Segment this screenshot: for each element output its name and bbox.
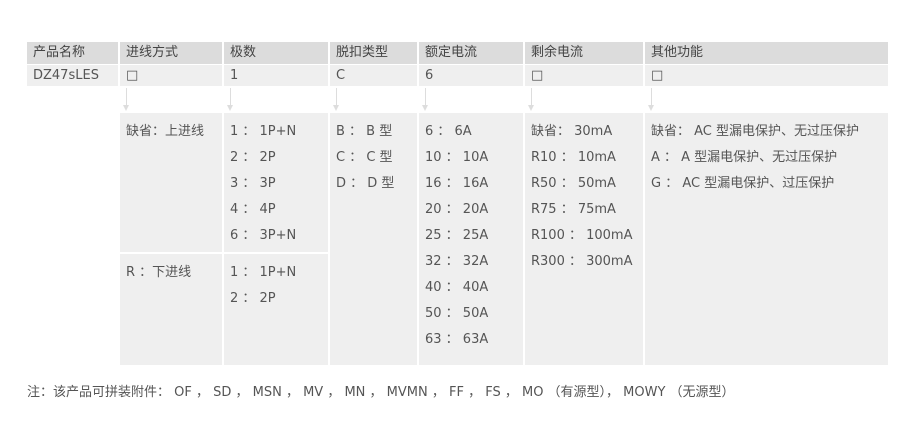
trip-options: B ： B 型 C ： C 型 D ： D 型: [330, 113, 417, 365]
model-code-cell: C: [330, 65, 417, 86]
current-options: 6 ： 6A 10 ： 10A 16 ： 16A 20 ： 20A 25 ： 25A 32…: [419, 113, 523, 365]
option-item: D ： D 型: [336, 176, 395, 191]
option-item: A ： A 型漏电保护、无过压保护: [651, 150, 838, 165]
column-header: 产品名称: [27, 42, 118, 64]
option-item: 40 ： 40A: [425, 280, 489, 295]
option-item: R10 ： 10mA: [531, 150, 616, 165]
column-header: 极数: [224, 42, 328, 64]
option-item: 20 ： 20A: [425, 202, 489, 217]
option-item: 50 ： 50A: [425, 306, 489, 321]
option-item: 缺省： 30mA: [531, 124, 613, 139]
option-item: 32 ： 32A: [425, 254, 489, 269]
option-item: G ： AC 型漏电保护、过压保护: [651, 176, 835, 191]
poles-bottom-options: 1 ： 1P+N 2 ： 2P: [224, 254, 328, 365]
down-arrow-icon: [227, 88, 233, 111]
option-item: 10 ： 10A: [425, 150, 489, 165]
option-item: R100 ： 100mA: [531, 228, 633, 243]
column-header: 其他功能: [645, 42, 888, 64]
option-item: 16 ： 16A: [425, 176, 489, 191]
down-arrow-icon: [333, 88, 339, 111]
model-code-cell: □: [120, 65, 222, 86]
column-header: 额定电流: [419, 42, 523, 64]
option-item: B ： B 型: [336, 124, 393, 139]
accessories-note: 注：该产品可拼装附件： OF ， SD ， MSN ， MV ， MN ， MV…: [27, 385, 735, 400]
option-item: 6 ： 3P+N: [230, 228, 297, 243]
down-arrow-icon: [528, 88, 534, 111]
column-header: 进线方式: [120, 42, 222, 64]
down-arrow-icon: [648, 88, 654, 111]
option-item: 2 ： 2P: [230, 291, 276, 306]
option-item: 1 ： 1P+N: [230, 124, 297, 139]
residual-options: 缺省： 30mA R10 ： 10mA R50 ： 50mA R75 ： 75mA R1…: [525, 113, 643, 365]
option-item: R50 ： 50mA: [531, 176, 616, 191]
option-item: 6 ： 6A: [425, 124, 472, 139]
model-code-cell: 6: [419, 65, 523, 86]
column-header: 脱扣类型: [330, 42, 417, 64]
column-header: 剩余电流: [525, 42, 643, 64]
poles-top-options: 1 ： 1P+N 2 ： 2P 3 ： 3P 4 ： 4P 6 ： 3P+N: [224, 113, 328, 252]
option-item: R75 ： 75mA: [531, 202, 616, 217]
option-item: R ：下进线: [126, 265, 192, 280]
model-code-cell: 1: [224, 65, 328, 86]
wiring-bottom-options: R ：下进线: [120, 254, 222, 365]
option-item: C ： C 型: [336, 150, 393, 165]
down-arrow-icon: [123, 88, 129, 111]
model-code-cell: □: [525, 65, 643, 86]
option-item: 1 ： 1P+N: [230, 265, 297, 280]
model-code-cell: DZ47sLES: [27, 65, 118, 86]
option-item: 缺省：上进线: [126, 124, 205, 139]
model-code-cell: □: [645, 65, 888, 86]
option-item: 缺省： AC 型漏电保护、无过压保护: [651, 124, 860, 139]
option-item: 25 ： 25A: [425, 228, 489, 243]
wiring-default-options: 缺省：上进线: [120, 113, 222, 252]
option-item: 2 ： 2P: [230, 150, 276, 165]
option-item: 63 ： 63A: [425, 332, 489, 347]
other-options: 缺省： AC 型漏电保护、无过压保护 A ： A 型漏电保护、无过压保护 G ： A…: [645, 113, 888, 365]
down-arrow-icon: [422, 88, 428, 111]
option-item: 4 ： 4P: [230, 202, 276, 217]
option-item: R300 ： 300mA: [531, 254, 633, 269]
option-item: 3 ： 3P: [230, 176, 276, 191]
